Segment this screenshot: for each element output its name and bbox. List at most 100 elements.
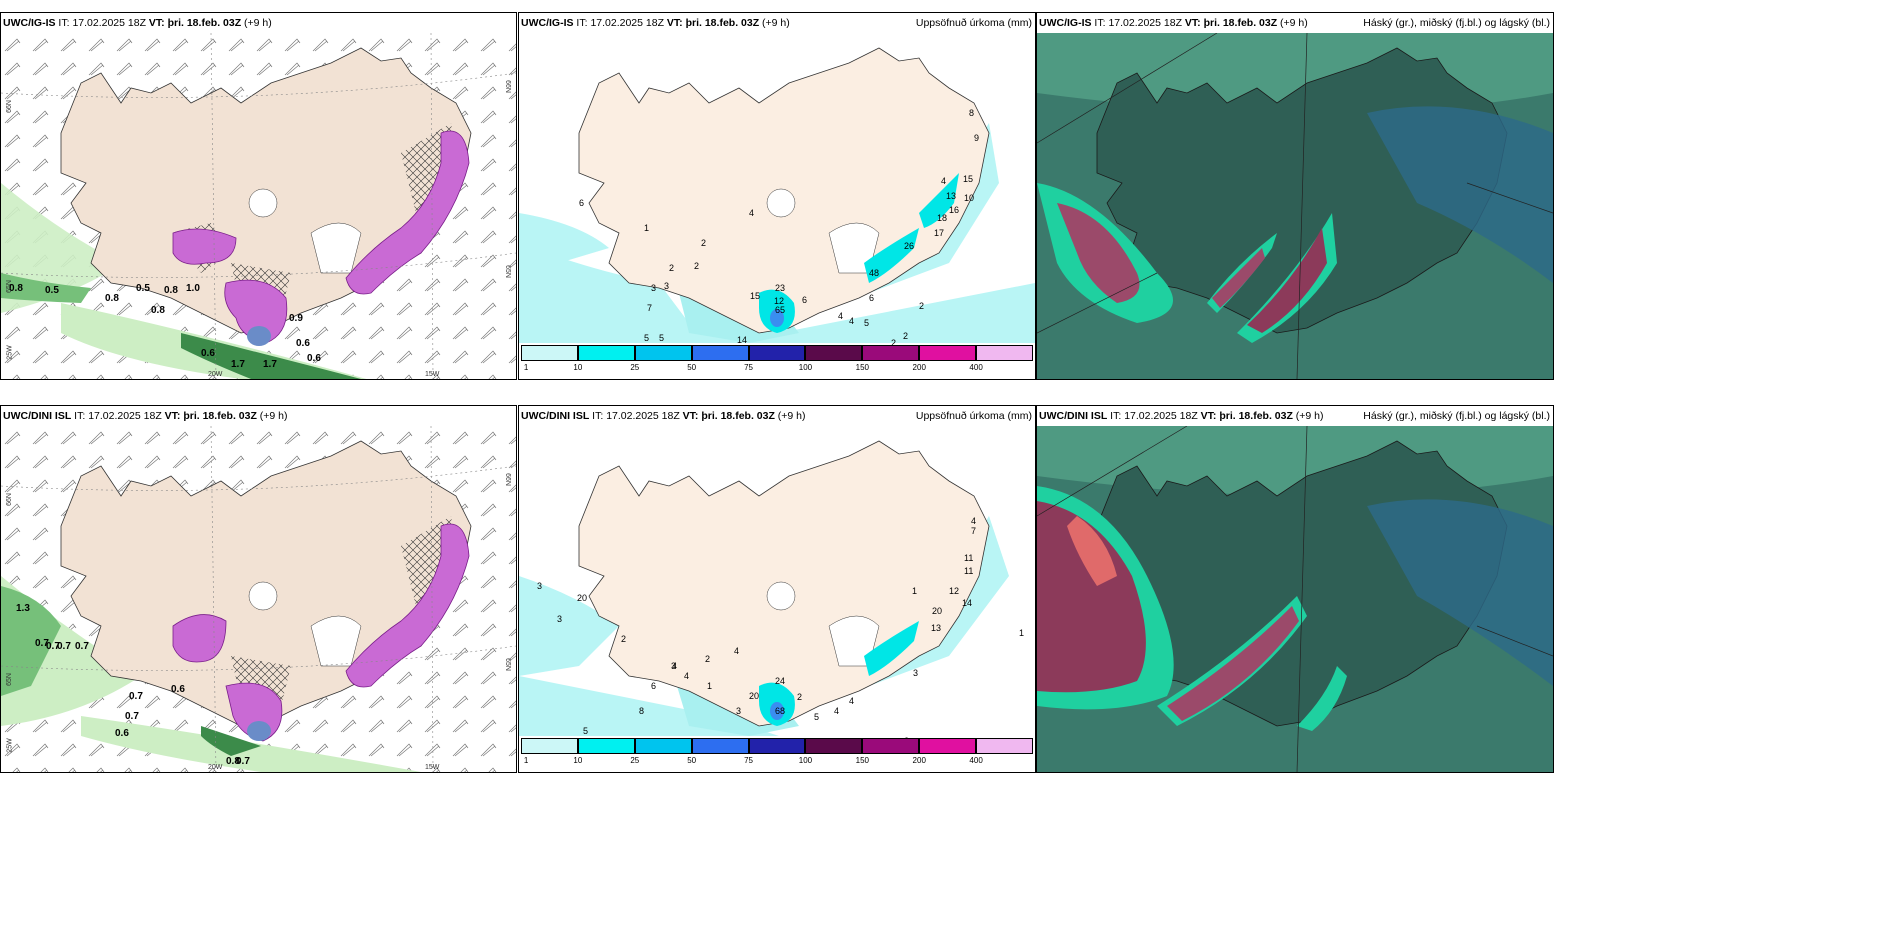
colorbar-swatch [919,738,977,754]
value-label: 9 [974,133,980,143]
value-label: 2 [903,331,909,341]
value-label: 0.5 [136,283,150,294]
colorbar-tick: 100 [798,363,813,372]
colorbar-swatch [577,345,635,361]
value-label: 3 [557,614,563,624]
value-label: 10 [964,193,975,203]
colorbar-tick: 400 [969,756,983,765]
value-label: 18 [937,213,948,223]
value-label: 4 [849,316,855,326]
value-label: 4 [749,208,755,218]
value-label: 14 [737,335,748,345]
value-label: 1.0 [186,283,200,294]
colorbar-tick: 10 [573,756,583,765]
colorbar-tick: 50 [687,363,697,372]
value-label: 5 [864,318,870,328]
value-label: 4 [971,516,977,526]
value-label: 0.8 [164,285,178,296]
value-label: 2 [669,263,675,273]
colorbar-tick: 10 [573,363,583,372]
value-label: 1 [1019,628,1025,638]
value-label: 13 [946,191,957,201]
value-label: 0.7 [35,638,49,649]
colorbar-swatch [577,738,635,754]
value-label: 5 [659,333,665,343]
value-label: 4 [941,176,947,186]
value-label: 1.3 [16,603,30,614]
value-label: 0.7 [236,756,250,767]
value-label: 20 [932,606,943,616]
panel-header: UWC/DINI ISL IT: 17.02.2025 18Z VT: þri.… [519,406,1035,426]
colorbar-swatch [976,738,1033,754]
value-label: 0.5 [45,285,59,296]
value-label: 11 [964,553,974,563]
value-label: 23 [775,283,786,293]
value-label: 0.6 [296,338,310,349]
value-label: 20 [577,593,588,603]
colorbar-swatch [862,345,920,361]
colorbar-swatch [691,345,749,361]
value-label: 7 [647,303,653,313]
value-label: 15 [750,291,761,301]
value-label: 0.9 [289,313,303,324]
colorbar-swatch [634,738,692,754]
value-label: 4 [838,311,844,321]
value-label: 0.8 [226,756,240,767]
value-label: 4 [684,671,690,681]
map-precipitation: 6 1 2 2 2 3 3 7 5 5 4 15 23 12 65 14 6 5 4 4 6 2 2 2 4 15 13 10 16 17… [519,33,1035,348]
colorbar-swatch [521,738,578,754]
value-label: 1.7 [231,359,245,370]
colorbar-swatch [805,345,863,361]
colorbar-swatch [748,345,806,361]
lon-label-25w: 25W [6,738,14,753]
panel-ig-clouds: UWC/IG-IS IT: 17.02.2025 18Z VT: þri. 18… [1036,12,1554,380]
colorbar-tick: 1 [523,756,529,765]
colorbar-tick: 25 [630,363,640,372]
colorbar-tick: 25 [630,756,640,765]
colorbar-tick: 1 [523,363,529,372]
lon-label-20w: 20W [208,371,223,378]
value-label: 8 [969,108,975,118]
lon-label-25w: 25W [6,345,14,360]
value-label: 3 [736,706,742,716]
value-label: 5 [814,712,820,722]
value-label: 3 [913,668,919,678]
value-label: 2 [797,692,803,702]
colorbar-swatch [521,345,578,361]
value-label: 4 [672,661,678,671]
value-label: 0.7 [125,711,139,722]
value-label: 12 [949,586,960,596]
value-label: 20 [749,691,760,701]
value-label: 3 [537,581,543,591]
lon-label-15w: 15W [425,371,440,378]
value-label: 48 [869,268,880,278]
value-label: 6 [802,295,808,305]
panel-dini-clouds: UWC/DINI ISL IT: 17.02.2025 18Z VT: þri.… [1036,405,1554,773]
value-label: 8 [639,706,645,716]
model-name: UWC/IG-IS [3,17,56,29]
lat-label-65: 65N [5,673,13,686]
value-label: 2 [694,261,700,271]
value-label: 14 [962,598,973,608]
value-label: 4 [834,706,840,716]
colorbar-tick: 75 [744,756,753,765]
value-label: 0.8 [105,293,119,304]
value-label: 2 [621,634,627,644]
colorbar-tick: 50 [687,756,697,765]
colorbar: 1 10 25 50 75 100 150 200 400 [521,345,1033,375]
colorbar-tick: 200 [912,756,926,765]
model-name: UWC/IG-IS [521,17,574,29]
value-label: 0.6 [201,348,215,359]
value-label: 24 [775,676,786,686]
value-label: 6 [869,293,875,303]
value-label: 0.7 [75,641,89,652]
value-label: 0.7 [57,641,71,652]
value-label: 4 [849,696,855,706]
map-clouds [1037,33,1553,379]
colorbar-tick: 200 [912,363,926,372]
lon-label-20w: 20W [208,764,223,771]
colorbar-tick: 150 [855,756,870,765]
colorbar-swatch [748,738,806,754]
colorbar-tick: 75 [744,363,753,372]
value-label: 0.7 [129,691,143,702]
